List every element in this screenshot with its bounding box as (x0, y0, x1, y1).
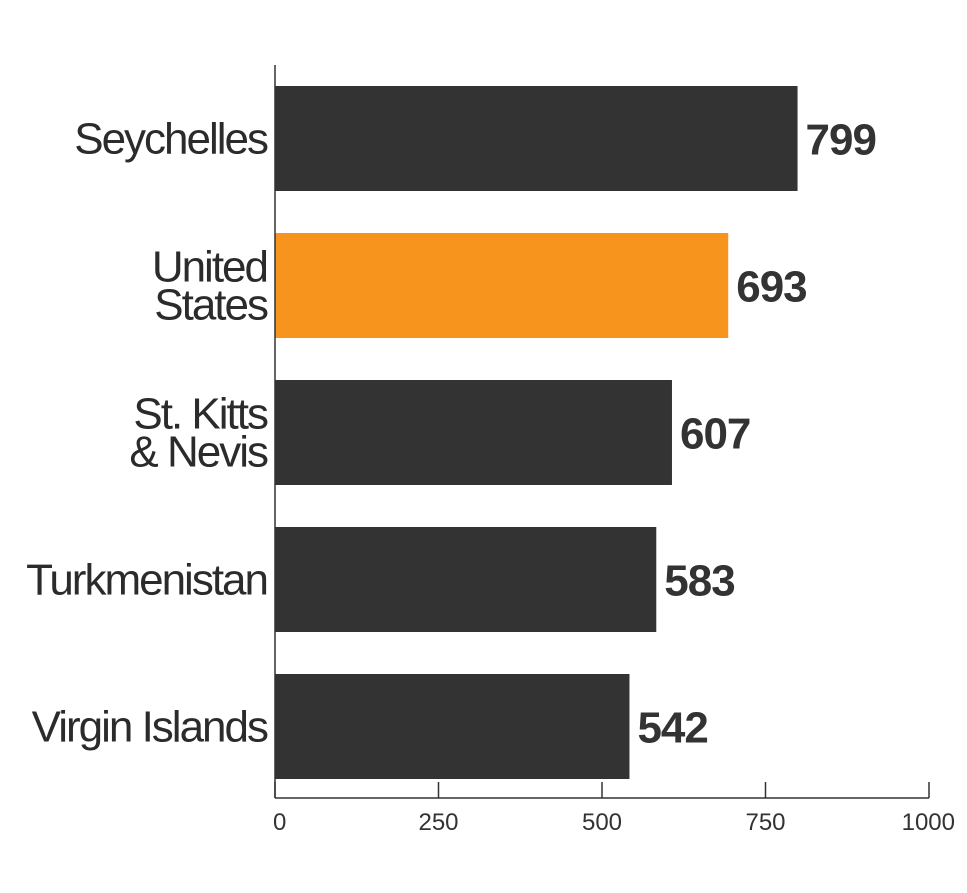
x-tick-label-3: 750 (745, 809, 785, 836)
bar-4 (275, 674, 630, 779)
x-tick-label-1: 250 (418, 809, 458, 836)
bar-2 (275, 380, 672, 485)
category-label-1: United States (152, 243, 268, 330)
category-label-4: Virgin Islands (32, 703, 268, 752)
category-label-2: St. Kitts & Nevis (129, 390, 268, 477)
category-label-3: Turkmenistan (26, 556, 267, 605)
x-tick-label-4: 1000 (902, 809, 955, 836)
value-label-0: 799 (806, 116, 876, 165)
value-label-4: 542 (637, 704, 707, 753)
value-label-1: 693 (736, 263, 806, 312)
bar-1 (275, 233, 729, 338)
x-tick-label-2: 500 (582, 809, 622, 836)
value-label-2: 607 (680, 410, 750, 459)
axis-layer: 0 250 500 750 1000 (273, 65, 955, 836)
x-tick-label-0: 0 (273, 809, 286, 836)
bar-0 (275, 86, 798, 191)
bar-3 (275, 527, 657, 632)
category-label-0: Seychelles (74, 115, 268, 164)
value-label-3: 583 (664, 557, 734, 606)
labels-layer: 799 Seychelles 693 United States 607 St. Kitts… (26, 115, 877, 753)
bars-layer (275, 86, 798, 779)
